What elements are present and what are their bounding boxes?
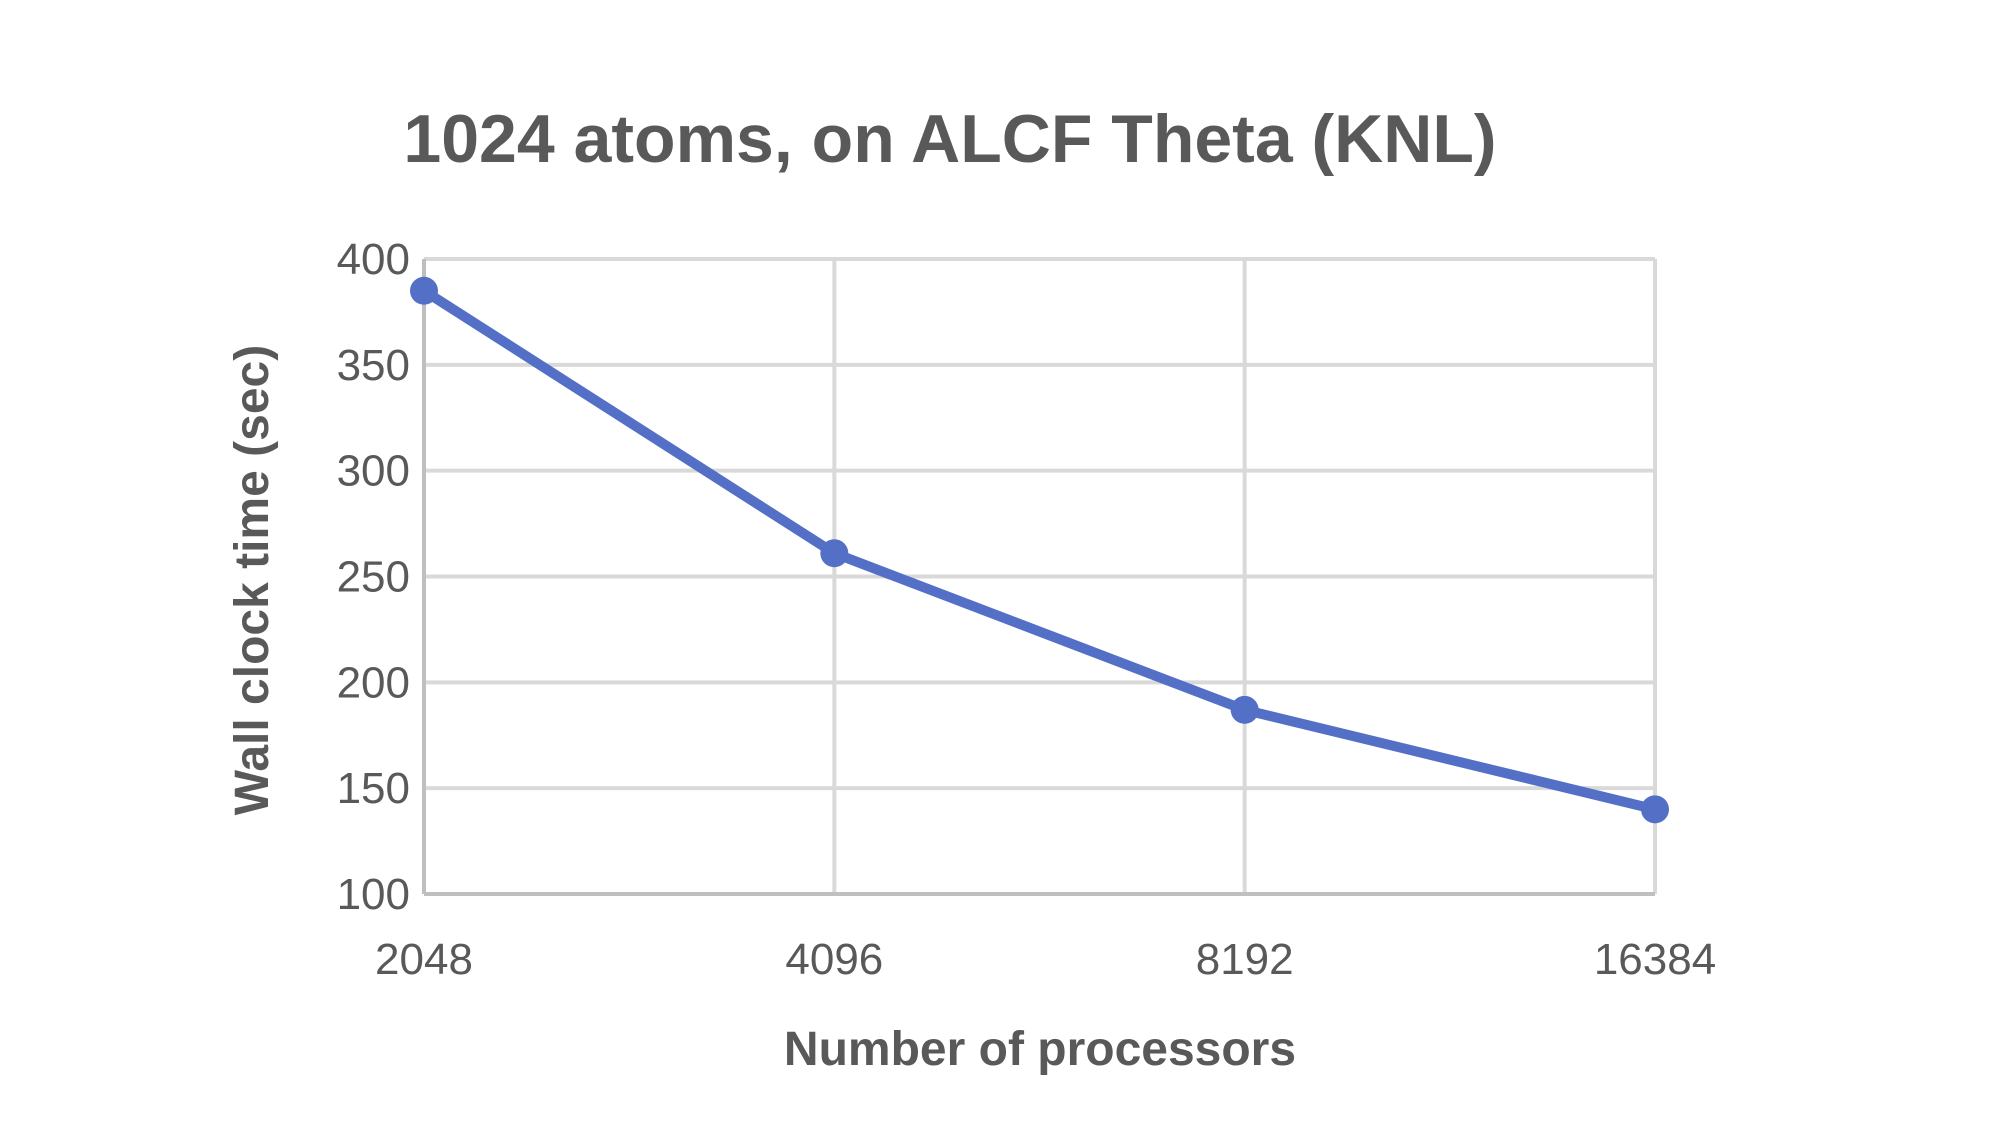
y-axis-title: Wall clock time (sec) <box>226 345 279 815</box>
series-line <box>419 285 1660 815</box>
series <box>410 276 1669 824</box>
grid <box>424 257 1657 894</box>
x-tick-label: 4096 <box>785 935 883 984</box>
axes <box>422 259 1655 896</box>
y-tick-labels: 100 150 200 250 300 350 400 <box>337 235 410 919</box>
y-tick-label: 300 <box>337 447 410 496</box>
data-point <box>1641 795 1669 824</box>
y-tick-label: 150 <box>337 764 410 813</box>
y-tick-label: 100 <box>337 870 410 919</box>
data-point <box>820 539 849 568</box>
data-point <box>1230 695 1259 724</box>
x-tick-label: 8192 <box>1196 935 1294 984</box>
data-point <box>410 276 438 305</box>
x-axis-title: Number of processors <box>784 1023 1296 1076</box>
x-tick-label: 2048 <box>375 935 473 984</box>
x-tick-labels: 2048 4096 8192 16384 <box>375 935 1716 984</box>
y-tick-label: 250 <box>337 553 410 602</box>
y-tick-label: 400 <box>337 235 410 284</box>
chart-title: 1024 atoms, on ALCF Theta (KNL) <box>403 101 1496 177</box>
y-tick-label: 350 <box>337 341 410 390</box>
x-tick-label: 16384 <box>1594 935 1716 984</box>
y-tick-label: 200 <box>337 658 410 707</box>
